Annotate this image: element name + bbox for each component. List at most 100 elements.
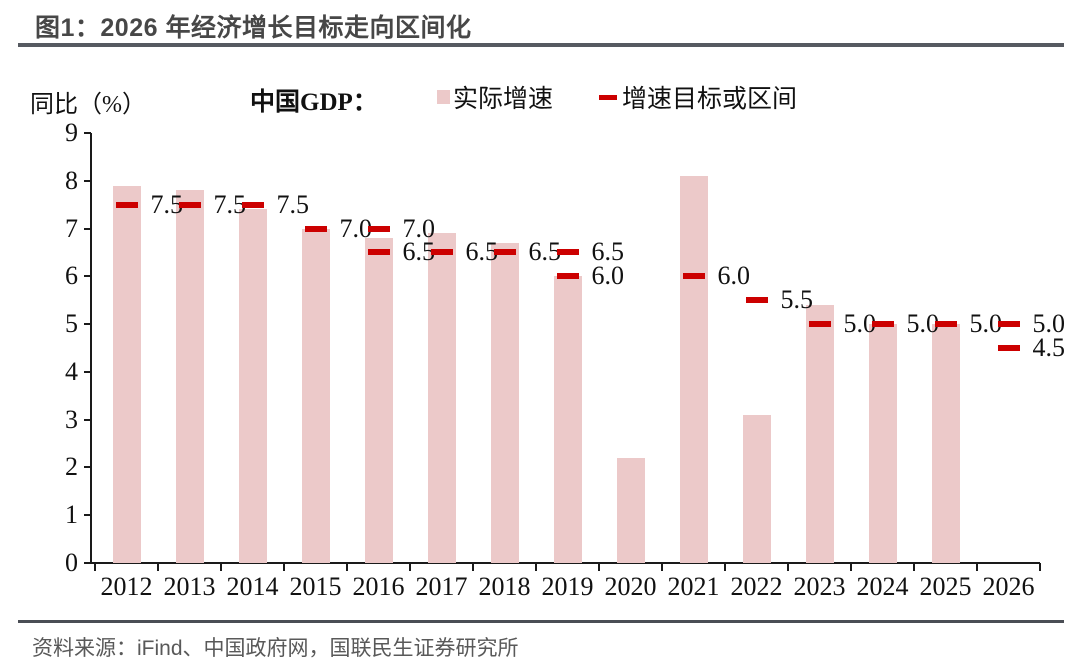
y-tick-label: 7 <box>65 213 78 243</box>
target-value-label: 5.0 <box>969 309 1003 339</box>
gdp-bar <box>553 276 582 563</box>
target-value-label: 6.5 <box>465 237 499 267</box>
y-axis-unit-label: 同比（%） <box>30 92 146 118</box>
x-axis-year-label: 2025 <box>919 572 972 601</box>
target-dash <box>934 321 957 328</box>
x-tick <box>660 563 663 571</box>
y-tick-label: 1 <box>65 500 78 530</box>
gdp-bar <box>364 238 393 563</box>
x-tick <box>282 563 285 571</box>
x-axis-year-label: 2022 <box>730 572 783 601</box>
y-tick-label: 9 <box>65 117 78 147</box>
x-tick <box>1038 563 1041 571</box>
source-note: 资料来源：iFind、中国政府网，国联民生证券研究所 <box>32 637 519 660</box>
target-dash <box>997 344 1020 351</box>
gdp-bar <box>427 233 456 563</box>
actual-growth-swatch-icon <box>437 90 450 104</box>
y-tick <box>84 562 91 564</box>
target-value-label: 7.5 <box>150 189 184 219</box>
target-dash-icon <box>599 94 618 100</box>
x-tick <box>912 563 915 571</box>
y-tick <box>84 131 91 134</box>
target-value-label: 7.5 <box>213 189 247 219</box>
target-value-label: 7.5 <box>276 189 310 219</box>
x-axis-year-label: 2014 <box>226 572 279 601</box>
x-axis-year-label: 2019 <box>541 572 594 601</box>
x-axis-year-label: 2021 <box>667 572 720 601</box>
y-tick <box>84 323 91 326</box>
gdp-bar <box>742 414 771 563</box>
y-tick <box>84 418 91 421</box>
target-dash <box>556 273 579 280</box>
chart-title: 中国GDP： <box>250 89 378 116</box>
x-axis-year-label: 2020 <box>604 572 657 601</box>
x-tick <box>219 563 222 571</box>
x-tick <box>93 563 96 571</box>
x-axis-year-label: 2023 <box>793 572 846 601</box>
gdp-bar <box>679 175 708 563</box>
x-tick <box>849 563 852 571</box>
x-tick <box>534 563 537 571</box>
x-axis-year-label: 2016 <box>352 572 405 601</box>
x-axis-year-label: 2017 <box>415 572 468 601</box>
target-dash <box>493 249 516 256</box>
y-tick <box>84 227 91 230</box>
x-tick <box>345 563 348 571</box>
x-axis-year-label: 2026 <box>982 572 1035 601</box>
target-value-label: 6.5 <box>402 237 436 267</box>
target-value-label: 7.0 <box>339 213 373 243</box>
x-tick <box>786 563 789 571</box>
target-dash <box>745 297 768 304</box>
gdp-bar <box>868 324 897 563</box>
x-axis-year-label: 2013 <box>163 572 216 601</box>
target-value-label: 5.5 <box>780 285 814 315</box>
y-tick-label: 4 <box>65 356 78 386</box>
target-dash <box>367 249 390 256</box>
target-dash <box>367 225 390 232</box>
y-tick <box>84 514 91 517</box>
target-value-label: 6.0 <box>591 261 625 291</box>
x-tick <box>723 563 726 571</box>
gdp-bar <box>805 304 834 563</box>
y-tick <box>84 370 91 373</box>
x-axis <box>90 562 1040 564</box>
legend: 实际增速 增速目标或区间 <box>437 80 797 114</box>
x-axis-year-label: 2024 <box>856 572 909 601</box>
x-axis-year-label: 2012 <box>100 572 153 601</box>
target-dash <box>178 201 201 208</box>
target-dash <box>871 321 894 328</box>
gdp-bar <box>112 185 141 563</box>
x-tick <box>156 563 159 571</box>
target-value-label: 4.5 <box>1032 332 1066 362</box>
gdp-bar <box>175 190 204 563</box>
x-axis-year-label: 2018 <box>478 572 531 601</box>
y-tick-label: 2 <box>65 452 78 482</box>
x-tick <box>597 563 600 571</box>
target-dash <box>430 249 453 256</box>
target-value-label: 7.0 <box>402 213 436 243</box>
y-tick-label: 3 <box>65 404 78 434</box>
legend-label-target: 增速目标或区间 <box>622 86 798 113</box>
x-tick <box>471 563 474 571</box>
target-value-label: 6.0 <box>717 261 751 291</box>
gdp-bar <box>616 457 645 563</box>
gdp-bar <box>490 242 519 563</box>
target-dash <box>304 225 327 232</box>
x-axis-year-label: 2015 <box>289 572 342 601</box>
legend-label-actual: 实际增速 <box>453 86 554 113</box>
gdp-bar <box>238 209 267 563</box>
target-value-label: 5.0 <box>1032 309 1066 339</box>
y-tick-label: 6 <box>65 261 78 291</box>
target-dash <box>556 249 579 256</box>
target-value-label: 5.0 <box>906 309 940 339</box>
target-value-label: 5.0 <box>843 309 877 339</box>
y-tick <box>84 466 91 469</box>
target-dash <box>808 321 831 328</box>
target-dash <box>682 273 705 280</box>
title-divider <box>18 43 1064 47</box>
target-dash <box>997 321 1020 328</box>
target-value-label: 6.5 <box>591 237 625 267</box>
gdp-bar <box>931 324 960 563</box>
